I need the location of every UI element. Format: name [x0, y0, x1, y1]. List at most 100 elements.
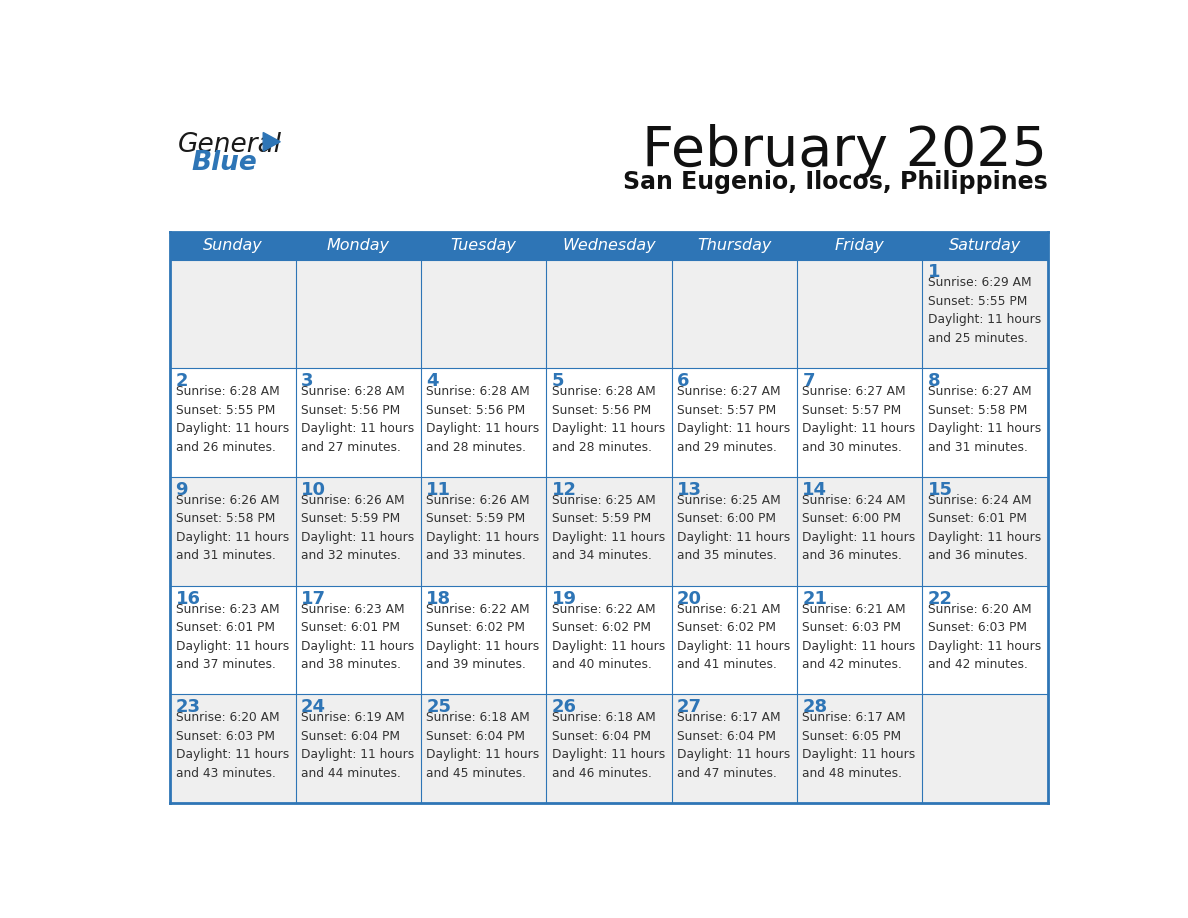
Text: 18: 18	[426, 589, 451, 608]
Text: Sunrise: 6:22 AM
Sunset: 6:02 PM
Daylight: 11 hours
and 40 minutes.: Sunrise: 6:22 AM Sunset: 6:02 PM Dayligh…	[551, 602, 665, 671]
Text: 24: 24	[301, 699, 326, 716]
Text: February 2025: February 2025	[643, 124, 1048, 178]
Text: Sunrise: 6:23 AM
Sunset: 6:01 PM
Daylight: 11 hours
and 37 minutes.: Sunrise: 6:23 AM Sunset: 6:01 PM Dayligh…	[176, 602, 289, 671]
Text: Sunrise: 6:28 AM
Sunset: 5:56 PM
Daylight: 11 hours
and 27 minutes.: Sunrise: 6:28 AM Sunset: 5:56 PM Dayligh…	[301, 386, 415, 453]
Bar	[922, 694, 1048, 803]
Text: Sunrise: 6:27 AM
Sunset: 5:58 PM
Daylight: 11 hours
and 31 minutes.: Sunrise: 6:27 AM Sunset: 5:58 PM Dayligh…	[928, 386, 1041, 453]
Bar	[421, 477, 546, 586]
Text: 10: 10	[301, 481, 326, 498]
Text: 17: 17	[301, 589, 326, 608]
Bar	[170, 586, 296, 694]
Text: 14: 14	[802, 481, 827, 498]
Text: San Eugenio, Ilocos, Philippines: San Eugenio, Ilocos, Philippines	[623, 170, 1048, 195]
Bar	[671, 586, 797, 694]
Bar	[170, 368, 296, 477]
Bar	[922, 260, 1048, 368]
Bar	[922, 368, 1048, 477]
Text: General: General	[178, 131, 282, 158]
Bar	[296, 368, 421, 477]
Text: 22: 22	[928, 589, 953, 608]
Bar	[797, 694, 922, 803]
Bar	[671, 368, 797, 477]
Text: Sunrise: 6:29 AM
Sunset: 5:55 PM
Daylight: 11 hours
and 25 minutes.: Sunrise: 6:29 AM Sunset: 5:55 PM Dayligh…	[928, 276, 1041, 345]
Bar	[797, 477, 922, 586]
Text: Monday: Monday	[327, 238, 390, 253]
Text: 4: 4	[426, 372, 438, 390]
Text: 2: 2	[176, 372, 188, 390]
Text: Sunrise: 6:25 AM
Sunset: 6:00 PM
Daylight: 11 hours
and 35 minutes.: Sunrise: 6:25 AM Sunset: 6:00 PM Dayligh…	[677, 494, 790, 563]
Text: 7: 7	[802, 372, 815, 390]
Text: 21: 21	[802, 589, 827, 608]
Bar	[797, 586, 922, 694]
Text: Sunrise: 6:23 AM
Sunset: 6:01 PM
Daylight: 11 hours
and 38 minutes.: Sunrise: 6:23 AM Sunset: 6:01 PM Dayligh…	[301, 602, 415, 671]
Text: Sunrise: 6:24 AM
Sunset: 6:00 PM
Daylight: 11 hours
and 36 minutes.: Sunrise: 6:24 AM Sunset: 6:00 PM Dayligh…	[802, 494, 916, 563]
Bar	[797, 368, 922, 477]
Bar	[671, 477, 797, 586]
Text: Sunrise: 6:28 AM
Sunset: 5:56 PM
Daylight: 11 hours
and 28 minutes.: Sunrise: 6:28 AM Sunset: 5:56 PM Dayligh…	[551, 386, 665, 453]
Bar	[421, 260, 546, 368]
Polygon shape	[264, 132, 280, 151]
Text: Sunrise: 6:27 AM
Sunset: 5:57 PM
Daylight: 11 hours
and 29 minutes.: Sunrise: 6:27 AM Sunset: 5:57 PM Dayligh…	[677, 386, 790, 453]
Bar	[421, 694, 546, 803]
Text: Sunrise: 6:20 AM
Sunset: 6:03 PM
Daylight: 11 hours
and 42 minutes.: Sunrise: 6:20 AM Sunset: 6:03 PM Dayligh…	[928, 602, 1041, 671]
Text: Thursday: Thursday	[697, 238, 771, 253]
Text: Sunrise: 6:18 AM
Sunset: 6:04 PM
Daylight: 11 hours
and 45 minutes.: Sunrise: 6:18 AM Sunset: 6:04 PM Dayligh…	[426, 711, 539, 780]
Bar	[546, 260, 671, 368]
Text: Sunrise: 6:17 AM
Sunset: 6:05 PM
Daylight: 11 hours
and 48 minutes.: Sunrise: 6:17 AM Sunset: 6:05 PM Dayligh…	[802, 711, 916, 780]
Bar	[170, 232, 1048, 260]
Bar	[296, 260, 421, 368]
Text: Sunrise: 6:28 AM
Sunset: 5:55 PM
Daylight: 11 hours
and 26 minutes.: Sunrise: 6:28 AM Sunset: 5:55 PM Dayligh…	[176, 386, 289, 453]
Text: Sunday: Sunday	[203, 238, 263, 253]
Text: Sunrise: 6:27 AM
Sunset: 5:57 PM
Daylight: 11 hours
and 30 minutes.: Sunrise: 6:27 AM Sunset: 5:57 PM Dayligh…	[802, 386, 916, 453]
Bar	[546, 368, 671, 477]
Bar	[546, 694, 671, 803]
Text: Sunrise: 6:26 AM
Sunset: 5:58 PM
Daylight: 11 hours
and 31 minutes.: Sunrise: 6:26 AM Sunset: 5:58 PM Dayligh…	[176, 494, 289, 563]
Text: Sunrise: 6:28 AM
Sunset: 5:56 PM
Daylight: 11 hours
and 28 minutes.: Sunrise: 6:28 AM Sunset: 5:56 PM Dayligh…	[426, 386, 539, 453]
Bar	[296, 477, 421, 586]
Text: 5: 5	[551, 372, 564, 390]
Text: 1: 1	[928, 263, 940, 282]
Text: Sunrise: 6:18 AM
Sunset: 6:04 PM
Daylight: 11 hours
and 46 minutes.: Sunrise: 6:18 AM Sunset: 6:04 PM Dayligh…	[551, 711, 665, 780]
Text: 9: 9	[176, 481, 188, 498]
Bar	[922, 586, 1048, 694]
Bar	[546, 477, 671, 586]
Text: Blue: Blue	[192, 151, 258, 176]
Bar	[170, 260, 296, 368]
Bar	[671, 694, 797, 803]
Text: 15: 15	[928, 481, 953, 498]
Text: 28: 28	[802, 699, 827, 716]
Bar	[922, 477, 1048, 586]
Text: 13: 13	[677, 481, 702, 498]
Text: Sunrise: 6:25 AM
Sunset: 5:59 PM
Daylight: 11 hours
and 34 minutes.: Sunrise: 6:25 AM Sunset: 5:59 PM Dayligh…	[551, 494, 665, 563]
Text: 19: 19	[551, 589, 576, 608]
Bar	[421, 586, 546, 694]
Bar	[170, 694, 296, 803]
Text: Sunrise: 6:24 AM
Sunset: 6:01 PM
Daylight: 11 hours
and 36 minutes.: Sunrise: 6:24 AM Sunset: 6:01 PM Dayligh…	[928, 494, 1041, 563]
Text: Wednesday: Wednesday	[562, 238, 656, 253]
Text: Sunrise: 6:26 AM
Sunset: 5:59 PM
Daylight: 11 hours
and 32 minutes.: Sunrise: 6:26 AM Sunset: 5:59 PM Dayligh…	[301, 494, 415, 563]
Text: 23: 23	[176, 699, 201, 716]
Bar	[671, 260, 797, 368]
Text: Sunrise: 6:19 AM
Sunset: 6:04 PM
Daylight: 11 hours
and 44 minutes.: Sunrise: 6:19 AM Sunset: 6:04 PM Dayligh…	[301, 711, 415, 780]
Text: Sunrise: 6:26 AM
Sunset: 5:59 PM
Daylight: 11 hours
and 33 minutes.: Sunrise: 6:26 AM Sunset: 5:59 PM Dayligh…	[426, 494, 539, 563]
Text: Sunrise: 6:17 AM
Sunset: 6:04 PM
Daylight: 11 hours
and 47 minutes.: Sunrise: 6:17 AM Sunset: 6:04 PM Dayligh…	[677, 711, 790, 780]
Text: 25: 25	[426, 699, 451, 716]
Text: Sunrise: 6:22 AM
Sunset: 6:02 PM
Daylight: 11 hours
and 39 minutes.: Sunrise: 6:22 AM Sunset: 6:02 PM Dayligh…	[426, 602, 539, 671]
Text: Sunrise: 6:21 AM
Sunset: 6:02 PM
Daylight: 11 hours
and 41 minutes.: Sunrise: 6:21 AM Sunset: 6:02 PM Dayligh…	[677, 602, 790, 671]
Text: Sunrise: 6:21 AM
Sunset: 6:03 PM
Daylight: 11 hours
and 42 minutes.: Sunrise: 6:21 AM Sunset: 6:03 PM Dayligh…	[802, 602, 916, 671]
Text: Saturday: Saturday	[949, 238, 1020, 253]
Text: 3: 3	[301, 372, 314, 390]
Bar	[296, 586, 421, 694]
Text: 26: 26	[551, 699, 576, 716]
Text: Friday: Friday	[835, 238, 884, 253]
Bar	[421, 368, 546, 477]
Text: 27: 27	[677, 699, 702, 716]
Text: 11: 11	[426, 481, 451, 498]
Bar	[170, 477, 296, 586]
Bar	[546, 586, 671, 694]
Text: 12: 12	[551, 481, 576, 498]
Text: 16: 16	[176, 589, 201, 608]
Bar	[797, 260, 922, 368]
Text: Tuesday: Tuesday	[450, 238, 517, 253]
Text: 8: 8	[928, 372, 940, 390]
